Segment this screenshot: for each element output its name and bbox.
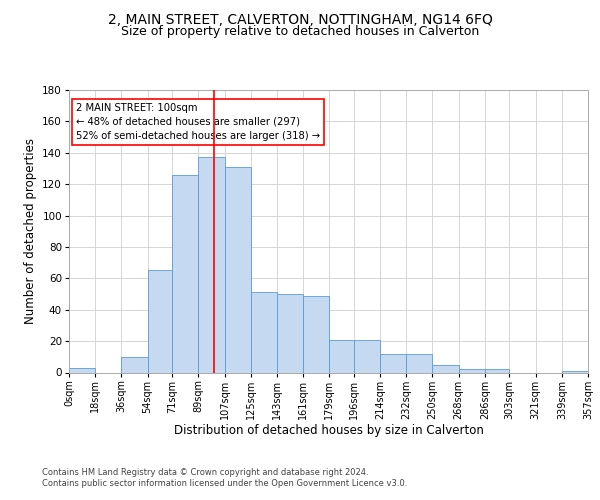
Bar (562, 371, 588, 372)
Bar (380, 354, 406, 372)
Bar (406, 354, 433, 372)
Text: 2, MAIN STREET, CALVERTON, NOTTINGHAM, NG14 6FQ: 2, MAIN STREET, CALVERTON, NOTTINGHAM, N… (107, 12, 493, 26)
Bar (121, 357, 148, 372)
Bar (172, 175, 199, 372)
Text: Contains HM Land Registry data © Crown copyright and database right 2024.
Contai: Contains HM Land Registry data © Crown c… (42, 468, 407, 487)
Bar (251, 292, 277, 372)
Text: Size of property relative to detached houses in Calverton: Size of property relative to detached ho… (121, 25, 479, 38)
Text: 2 MAIN STREET: 100sqm
← 48% of detached houses are smaller (297)
52% of semi-det: 2 MAIN STREET: 100sqm ← 48% of detached … (76, 102, 320, 141)
Bar (277, 294, 303, 372)
Bar (485, 370, 509, 372)
Bar (458, 370, 485, 372)
Bar (199, 158, 224, 372)
Bar (69, 368, 95, 372)
Bar (433, 364, 458, 372)
Y-axis label: Number of detached properties: Number of detached properties (24, 138, 37, 324)
X-axis label: Distribution of detached houses by size in Calverton: Distribution of detached houses by size … (173, 424, 484, 438)
Bar (148, 270, 172, 372)
Bar (303, 296, 329, 372)
Bar (354, 340, 380, 372)
Bar (329, 340, 354, 372)
Bar (224, 167, 251, 372)
